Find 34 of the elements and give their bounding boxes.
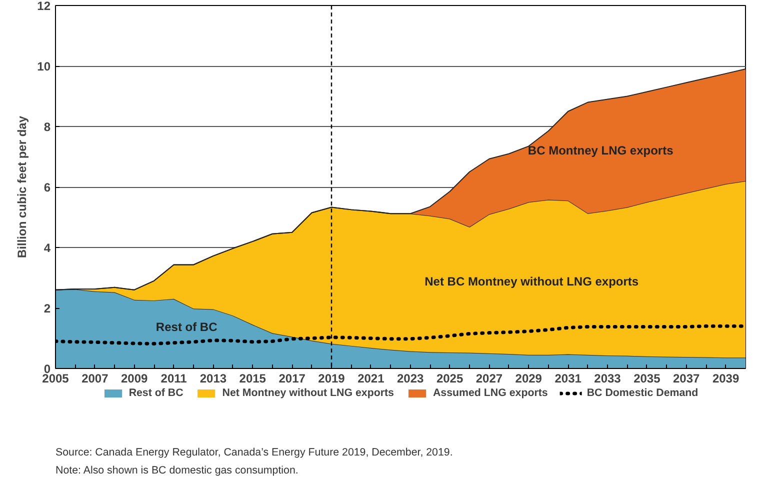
annotation: Rest of BC [156,320,218,334]
x-tick-label: 2035 [634,372,661,386]
legend-label: Net Montney without LNG exports [222,387,394,399]
x-tick-label: 2011 [160,372,188,386]
source-note: Source: Canada Energy Regulator, Canada’s Energy Future 2019, December, 2019. [56,446,453,458]
x-tick-label: 2029 [515,372,542,386]
x-tick-label: 2007 [82,372,109,386]
x-tick-label: 2025 [436,372,464,386]
annotation: Net BC Montney without LNG exports [424,274,639,288]
y-tick-label: 10 [37,60,51,74]
x-tick-label: 2027 [476,372,503,386]
annotation: BC Montney LNG exports [528,144,674,158]
legend-label: Rest of BC [128,387,184,399]
x-tick-label: 2019 [318,372,346,386]
y-axis-title: Billion cubic feet per day [15,116,30,258]
x-tick-label: 2023 [397,372,424,386]
legend-label: Assumed LNG exports [432,387,548,399]
legend-label: BC Domestic Demand [586,387,698,399]
x-tick-label: 2005 [42,372,70,386]
x-tick-label: 2031 [554,372,582,386]
y-tick-label: 4 [44,241,51,255]
x-tick-label: 2013 [200,372,227,386]
y-tick-label: 6 [44,180,51,194]
x-tick-label: 2033 [594,372,622,386]
x-tick-label: 2037 [673,372,700,386]
y-tick-label: 2 [44,302,51,316]
x-tick-label: 2039 [712,372,740,386]
x-tick-label: 2017 [278,372,306,386]
x-tick-label: 2009 [121,372,148,386]
y-tick-label: 12 [37,0,51,13]
text: Note: Also shown is BC domestic gas consumption. [56,464,298,476]
x-tick-label: 2015 [239,372,266,386]
x-tick-label: 2021 [358,372,385,386]
y-tick-label: 8 [44,120,51,134]
